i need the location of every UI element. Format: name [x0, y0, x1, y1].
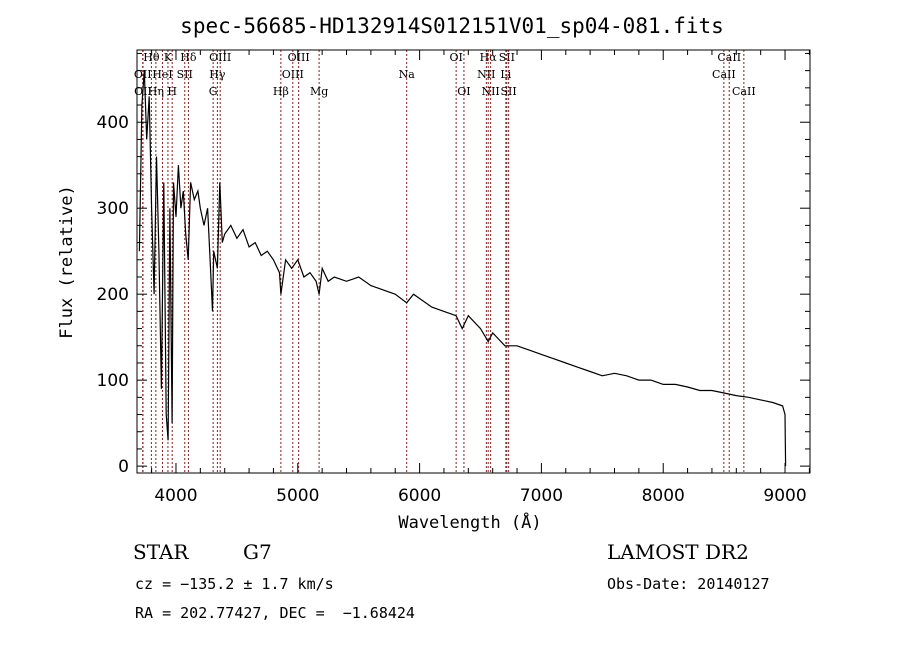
line-marker-label: H [167, 85, 177, 98]
coordinates: RA = 202.77427, DEC = −1.68424 [135, 604, 415, 622]
line-marker-label: SII [499, 51, 515, 64]
line-marker-label: Hβ [273, 85, 289, 98]
line-marker-label: Na [399, 68, 416, 81]
y-tick-label: 400 [97, 113, 129, 133]
line-marker-label: Hγ [209, 68, 226, 81]
line-marker-label: OI [457, 85, 470, 98]
x-tick-label: 7000 [520, 486, 563, 506]
line-marker-label: K [164, 51, 173, 64]
line-marker-label: OIII [209, 51, 231, 64]
object-type: STAR [133, 540, 189, 564]
y-tick-label: 300 [97, 199, 129, 219]
line-marker-label: OIII [282, 68, 304, 81]
obs-date: Obs-Date: 20140127 [607, 575, 770, 593]
line-marker-label: Hη [148, 85, 164, 98]
line-marker-label: Hα [480, 51, 498, 64]
line-marker-label: Li [500, 68, 511, 81]
line-marker-label: OIII [288, 51, 310, 64]
y-tick-label: 200 [97, 285, 129, 305]
plot-frame [136, 49, 811, 474]
line-marker-label: Hδ [180, 51, 197, 64]
line-marker-label: CaII [732, 85, 756, 98]
x-tick-label: 6000 [398, 486, 441, 506]
line-marker-label: CaII [717, 51, 741, 64]
y-tick-label: 100 [97, 371, 129, 391]
y-axis-label: Flux (relative) [57, 185, 77, 339]
line-marker-label: SII [501, 85, 517, 98]
line-marker-label: OI [449, 51, 462, 64]
x-tick-label: 5000 [276, 486, 319, 506]
x-tick-label: 8000 [642, 486, 685, 506]
chart-title: spec-56685-HD132914S012151V01_sp04-081.f… [180, 14, 724, 38]
x-tick-label: 4000 [154, 486, 197, 506]
x-axis-label: Wavelength (Å) [398, 511, 541, 533]
y-tick-label: 0 [118, 457, 129, 477]
line-marker-label: NII [481, 85, 499, 98]
line-marker-label: CaII [712, 68, 736, 81]
subclass: G7 [243, 540, 272, 564]
line-marker-label: SII [177, 68, 193, 81]
line-marker-label: HeI [152, 68, 172, 81]
survey-name: LAMOST DR2 [607, 540, 749, 564]
line-marker-label: Mg [310, 85, 328, 98]
x-tick-label: 9000 [763, 486, 806, 506]
line-marker-label: G [209, 85, 218, 98]
line-marker-label: NII [477, 68, 495, 81]
spectrum-line [138, 70, 787, 467]
redshift-cz: cz = −135.2 ± 1.7 km/s [135, 575, 334, 593]
